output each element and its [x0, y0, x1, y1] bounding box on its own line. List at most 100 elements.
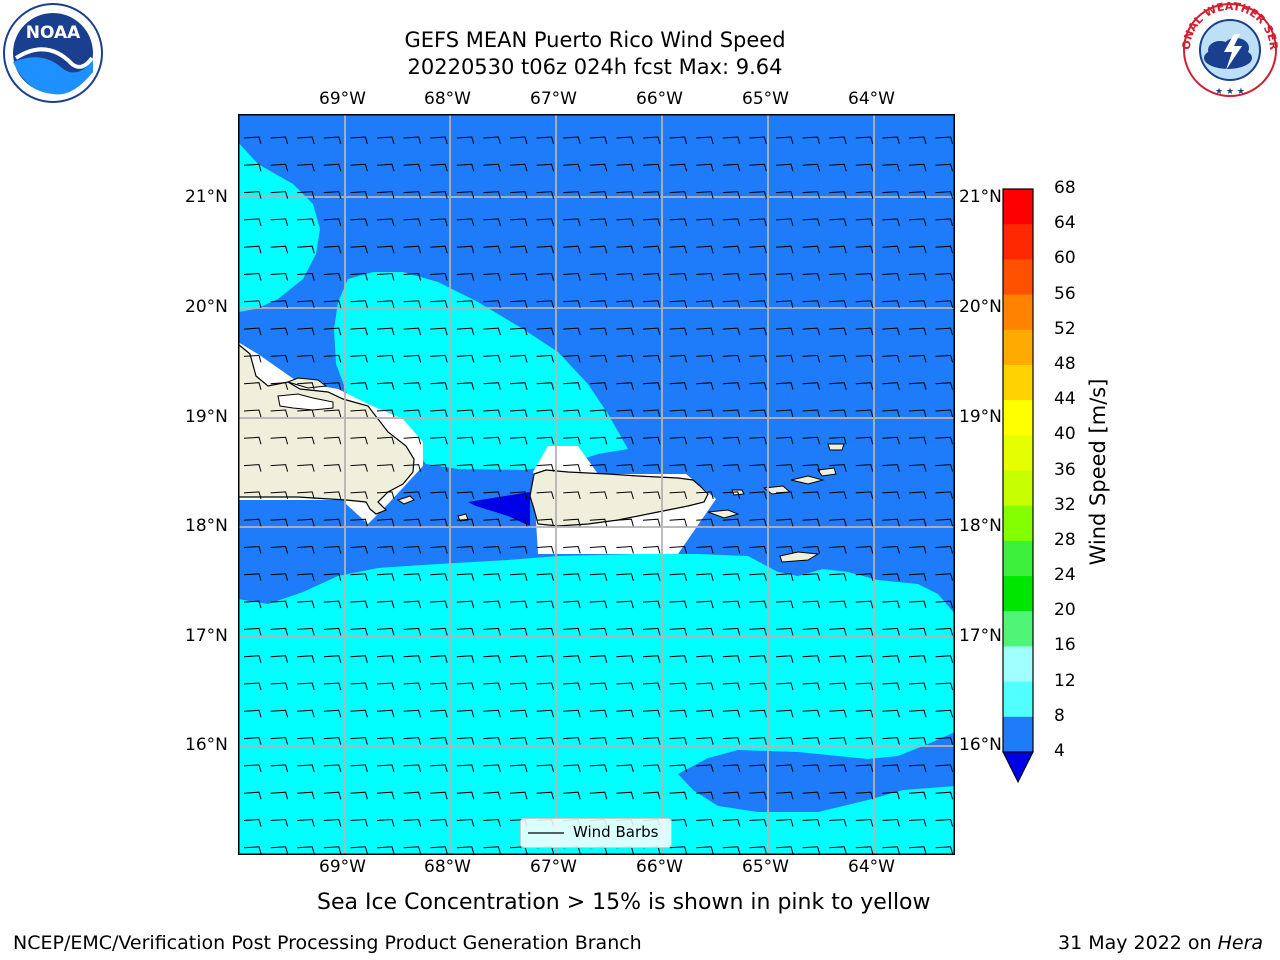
wind-barb	[775, 573, 794, 581]
wind-barb	[589, 409, 608, 418]
wind-barb	[297, 491, 315, 500]
wind-barb	[376, 682, 395, 691]
wind-barb	[376, 163, 395, 172]
wind-barb	[270, 245, 289, 254]
wind-barb	[323, 627, 342, 636]
wind-barb	[802, 136, 821, 145]
wind-barb	[536, 464, 555, 472]
wind-barb	[775, 682, 794, 691]
colorbar-frame	[1002, 188, 1034, 753]
wind-barb	[350, 245, 368, 254]
wind-barb	[696, 382, 714, 390]
wind-barb	[243, 218, 262, 227]
wind-barb	[908, 300, 927, 308]
wind-barb	[908, 682, 927, 691]
wind-barb	[323, 191, 342, 199]
wind-barb	[323, 300, 342, 308]
wind-barb	[908, 191, 927, 199]
wind-barb	[536, 354, 555, 363]
wind-barb	[270, 436, 289, 445]
wind-barb	[403, 272, 422, 281]
wind-barb	[882, 627, 900, 636]
wind-barb	[589, 737, 608, 745]
wind-barb	[775, 409, 794, 418]
wind-barb	[297, 436, 315, 445]
wind-barb	[829, 327, 847, 336]
wind-barb	[403, 600, 422, 609]
lon-label-top: 69°W	[319, 89, 366, 109]
wind-barb	[669, 682, 688, 691]
wind-barb	[935, 464, 954, 472]
wind-barb	[616, 682, 634, 691]
wind-barb	[430, 737, 448, 745]
wind-barb	[270, 627, 289, 636]
wind-barb	[456, 491, 475, 500]
wind-barb	[722, 382, 741, 390]
wind-barb	[350, 682, 368, 691]
wind-barb	[802, 300, 821, 308]
lon-label-bottom: 68°W	[424, 857, 471, 877]
wind-barb	[882, 300, 900, 308]
wind-barb	[323, 327, 342, 336]
wind-barb	[536, 191, 555, 199]
wind-barb	[297, 163, 315, 172]
wind-barb	[829, 518, 847, 527]
wind-barb	[563, 573, 581, 581]
wind-barb	[669, 818, 688, 827]
wind-barb	[509, 300, 528, 308]
colorbar-tick-label: 68	[1054, 178, 1076, 198]
wind-barb	[403, 327, 422, 336]
colorbar-segment	[1003, 189, 1033, 225]
wind-barb	[563, 382, 581, 390]
wind-barb	[376, 272, 395, 281]
wind-barb	[802, 764, 821, 773]
wind-barb	[403, 818, 422, 827]
wind-barb	[882, 518, 900, 527]
wind-barb	[935, 191, 954, 199]
wind-barb	[350, 518, 368, 527]
wind-barb	[935, 627, 954, 636]
wind-barb	[669, 409, 688, 418]
wind-barb	[749, 846, 767, 854]
wind-barb	[642, 709, 661, 718]
wind-barb	[642, 627, 661, 636]
wind-barb	[483, 409, 501, 418]
wind-barb	[669, 737, 688, 745]
wind-barb	[350, 709, 368, 718]
wind-barb	[802, 218, 821, 227]
wind-barb	[775, 354, 794, 363]
wind-barb	[855, 655, 874, 663]
colorbar-tick-label: 32	[1054, 494, 1076, 515]
wind-barb	[802, 436, 821, 445]
wind-barb	[696, 464, 714, 472]
wind-barb	[297, 382, 315, 390]
lon-label-bottom: 64°W	[848, 857, 895, 877]
wind-barb	[616, 491, 634, 500]
wind-barb	[563, 191, 581, 199]
wind-barb	[829, 354, 847, 363]
wind-barb	[802, 409, 821, 418]
wind-barb	[696, 764, 714, 773]
wind-barb	[722, 791, 741, 800]
wind-barb	[749, 245, 767, 254]
wind-barb	[749, 218, 767, 227]
wind-barb	[882, 191, 900, 199]
wind-barb	[323, 464, 342, 472]
wind-barb	[430, 218, 448, 227]
wind-barb	[403, 709, 422, 718]
wind-barb	[722, 163, 741, 172]
wind-barb	[403, 218, 422, 227]
lat-label-right: 19°N	[959, 407, 1002, 427]
colorbar-tick-label: 52	[1054, 318, 1076, 339]
wind-barb	[536, 436, 555, 445]
title-line-2: 20220530 t06z 024h fcst Max: 9.64	[407, 55, 783, 79]
wind-field-darkblue	[468, 492, 530, 526]
wind-barb	[882, 791, 900, 800]
wind-barb	[855, 682, 874, 691]
wind-barb	[483, 218, 501, 227]
wind-barb	[350, 163, 368, 172]
wind-barb	[456, 846, 475, 854]
wind-barb	[802, 791, 821, 800]
wind-barb	[908, 382, 927, 390]
wind-barb	[935, 218, 954, 227]
